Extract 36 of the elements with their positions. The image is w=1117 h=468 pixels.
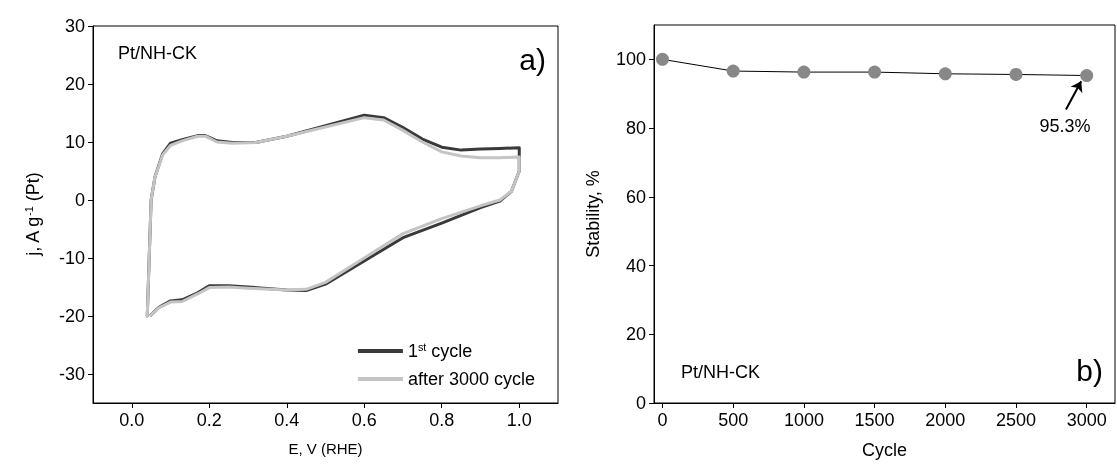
y-tick-label: 30 [64, 16, 85, 36]
x-tick-label: 500 [718, 410, 749, 430]
y-tick-label: 100 [615, 49, 646, 70]
y-tick-label: 20 [625, 324, 646, 345]
y-tick-label: 0 [635, 393, 646, 413]
x-tick-label: 2000 [925, 410, 966, 430]
y-tick-label: 40 [625, 255, 646, 276]
x-tick-label: 0.4 [274, 410, 300, 430]
y-tick-label: 80 [625, 118, 646, 139]
y-axis-title: j, A g-1 (Pt) [22, 172, 43, 257]
annotation: b) [1076, 353, 1104, 387]
x-tick-label: 0 [657, 410, 668, 430]
annotation: 95.3% [1039, 116, 1091, 137]
legend-label: after 3000 cycle [407, 369, 536, 389]
x-tick-label: 1.0 [506, 410, 532, 430]
x-tick-label: 0.2 [196, 410, 222, 430]
x-tick-label: 0.0 [119, 410, 145, 430]
x-axis-title: E, V (RHE) [288, 440, 363, 457]
x-tick-label: 2500 [995, 410, 1037, 430]
y-tick-label: 0 [74, 190, 85, 210]
x-tick-label: 0.8 [429, 410, 455, 430]
annotation: Pt/NH-CK [118, 43, 198, 63]
y-tick-label: 60 [625, 186, 646, 207]
y-tick-label: 20 [64, 74, 85, 94]
x-tick-label: 1000 [783, 410, 824, 430]
x-tick-label: 1500 [854, 410, 895, 430]
y-tick-label: -10 [58, 248, 85, 268]
y-tick-label: -30 [58, 364, 85, 384]
x-tick-label: 3000 [1066, 410, 1107, 430]
x-axis-title: Cycle [861, 440, 908, 460]
annotation: a) [519, 42, 547, 76]
annotation: Pt/NH-CK [681, 362, 761, 382]
x-tick-label: 0.6 [351, 410, 377, 430]
y-axis-title: Stability, % [583, 170, 603, 258]
y-tick-label: 10 [64, 132, 85, 152]
y-tick-label: -20 [58, 306, 85, 326]
